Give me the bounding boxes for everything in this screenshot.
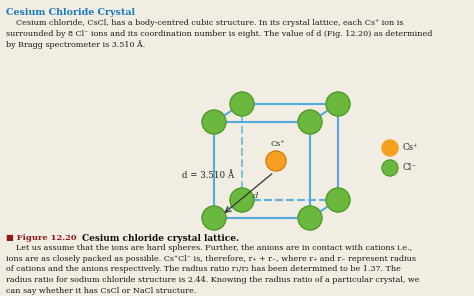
Text: Cs⁺: Cs⁺ bbox=[271, 140, 285, 148]
Text: Cesium chloride, CsCl, has a body-centred cubic structure. In its crystal lattic: Cesium chloride, CsCl, has a body-centre… bbox=[6, 19, 432, 49]
Text: Cl⁻: Cl⁻ bbox=[403, 163, 417, 173]
Text: d = 3.510 Å: d = 3.510 Å bbox=[182, 171, 234, 180]
Circle shape bbox=[202, 110, 226, 134]
Text: Let us assume that the ions are hard spheres. Further, the anions are in contact: Let us assume that the ions are hard sph… bbox=[6, 244, 419, 295]
Circle shape bbox=[298, 110, 322, 134]
Text: ■ Figure 12.20: ■ Figure 12.20 bbox=[6, 234, 77, 242]
Text: Cs⁺: Cs⁺ bbox=[403, 144, 419, 152]
Circle shape bbox=[326, 92, 350, 116]
Circle shape bbox=[298, 206, 322, 230]
Circle shape bbox=[266, 151, 286, 171]
Circle shape bbox=[230, 92, 254, 116]
Circle shape bbox=[202, 206, 226, 230]
Text: Cesium Chloride Crystal: Cesium Chloride Crystal bbox=[6, 8, 135, 17]
Circle shape bbox=[382, 160, 398, 176]
Text: d: d bbox=[253, 192, 258, 200]
Circle shape bbox=[230, 188, 254, 212]
Circle shape bbox=[382, 140, 398, 156]
Circle shape bbox=[326, 188, 350, 212]
Text: Cesium chloride crystal lattice.: Cesium chloride crystal lattice. bbox=[82, 234, 239, 243]
